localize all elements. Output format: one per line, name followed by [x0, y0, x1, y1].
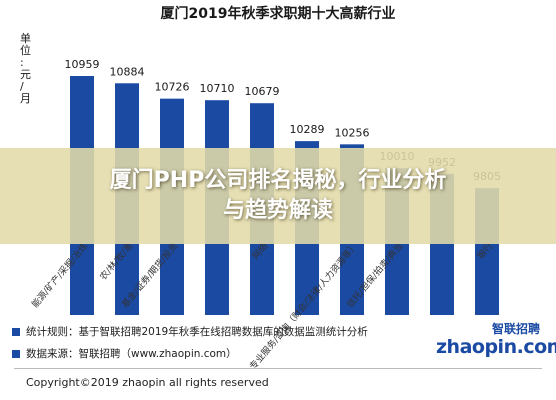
logo-cn-text: 智联招聘: [491, 322, 540, 336]
bar-value-label: 10256: [335, 126, 370, 139]
footer-divider: [14, 368, 542, 369]
banner-line-2: 与趋势解读: [222, 198, 333, 223]
bullet-square-icon: [12, 328, 20, 336]
bar-value-label: 10726: [155, 81, 190, 94]
stat-rule-text: 统计规则：基于智联招聘2019年秋季在线招聘数据库的数据监测统计分析: [26, 326, 368, 338]
data-source-note: 数据来源：智联招聘（www.zhaopin.com）: [12, 346, 237, 361]
bar-value-label: 10679: [245, 85, 280, 98]
y-axis-label-text: 单位:元/月: [20, 32, 31, 105]
chart-title: 厦门2019年秋季求职期十大高薪行业: [161, 5, 396, 22]
copyright-text: Copyright©2019 zhaopin all rights reserv…: [26, 376, 269, 389]
y-axis-label: 单位:元/月: [20, 32, 31, 105]
bullet-square-icon: [12, 350, 20, 358]
bar-value-label: 10959: [65, 58, 100, 71]
bar-value-label: 10884: [110, 65, 145, 78]
logo-en-text: zhaopin.com: [436, 336, 556, 358]
overlay-banner: [0, 148, 556, 244]
stat-rule-note: 统计规则：基于智联招聘2019年秋季在线招聘数据库的数据监测统计分析: [12, 324, 368, 339]
bar-value-label: 10710: [200, 82, 235, 95]
banner-line-1: 厦门PHP公司排名揭秘，行业分析: [109, 168, 447, 193]
zhaopin-logo: 智联招聘 zhaopin.com: [436, 320, 556, 364]
bar-value-label: 10289: [290, 123, 325, 136]
data-source-text: 数据来源：智联招聘（www.zhaopin.com）: [26, 348, 237, 360]
banner-headline: 厦门PHP公司排名揭秘，行业分析 与趋势解读: [0, 166, 556, 226]
